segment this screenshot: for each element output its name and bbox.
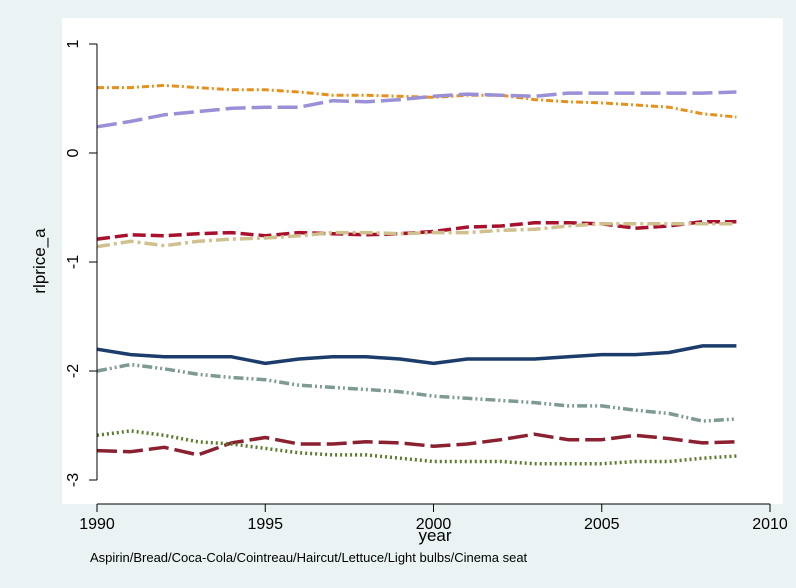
series-line-2 — [96, 90, 737, 129]
y-tick-label: 1 — [65, 39, 82, 48]
chart-note: Aspirin/Bread/Coca-Cola/Cointreau/Haircu… — [90, 550, 528, 565]
series-line-6 — [96, 362, 737, 423]
series-line-4 — [96, 222, 737, 249]
axes-layer: -3 -2 -1 0 1 1990 1995 2000 2005 2010 — [65, 39, 788, 533]
y-tick-label: -1 — [65, 255, 82, 269]
x-axis-title: year — [418, 526, 451, 545]
x-tick-label: 1990 — [79, 516, 115, 533]
series-layer — [96, 83, 737, 466]
x-tick-label: 2000 — [416, 516, 452, 533]
y-tick-label: 0 — [65, 148, 82, 157]
x-tick-label: 2010 — [752, 516, 788, 533]
series-line-5 — [96, 344, 737, 366]
x-tick-label: 2005 — [584, 516, 620, 533]
plot-area — [62, 18, 783, 504]
series-line-8 — [96, 429, 737, 466]
y-tick-label: -3 — [65, 473, 82, 487]
y-tick-label: -2 — [65, 364, 82, 378]
series-line-3 — [96, 219, 737, 241]
series-line-7 — [96, 432, 737, 457]
x-tick-label: 1995 — [247, 516, 283, 533]
y-axis-title: rlprice_a — [30, 228, 49, 294]
